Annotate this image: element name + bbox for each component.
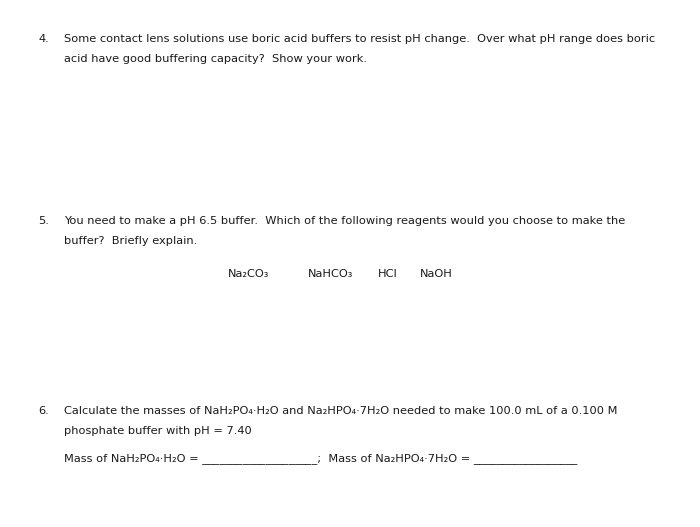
Text: buffer?  Briefly explain.: buffer? Briefly explain. (64, 236, 197, 246)
Text: 5.: 5. (38, 216, 50, 226)
Text: Calculate the masses of NaH₂PO₄·H₂O and Na₂HPO₄·7H₂O needed to make 100.0 mL of : Calculate the masses of NaH₂PO₄·H₂O and … (64, 406, 618, 416)
Text: acid have good buffering capacity?  Show your work.: acid have good buffering capacity? Show … (64, 54, 368, 64)
Text: NaHCO₃: NaHCO₃ (308, 269, 354, 279)
Text: 6.: 6. (38, 406, 49, 416)
Text: HCl: HCl (378, 269, 398, 279)
Text: Na₂CO₃: Na₂CO₃ (228, 269, 269, 279)
Text: You need to make a pH 6.5 buffer.  Which of the following reagents would you cho: You need to make a pH 6.5 buffer. Which … (64, 216, 626, 226)
Text: phosphate buffer with pH = 7.40: phosphate buffer with pH = 7.40 (64, 426, 252, 436)
Text: 4.: 4. (38, 34, 49, 44)
Text: Some contact lens solutions use boric acid buffers to resist pH change.  Over wh: Some contact lens solutions use boric ac… (64, 34, 655, 44)
Text: NaOH: NaOH (420, 269, 453, 279)
Text: Mass of NaH₂PO₄·H₂O = ____________________;  Mass of Na₂HPO₄·7H₂O = ____________: Mass of NaH₂PO₄·H₂O = __________________… (64, 453, 578, 464)
